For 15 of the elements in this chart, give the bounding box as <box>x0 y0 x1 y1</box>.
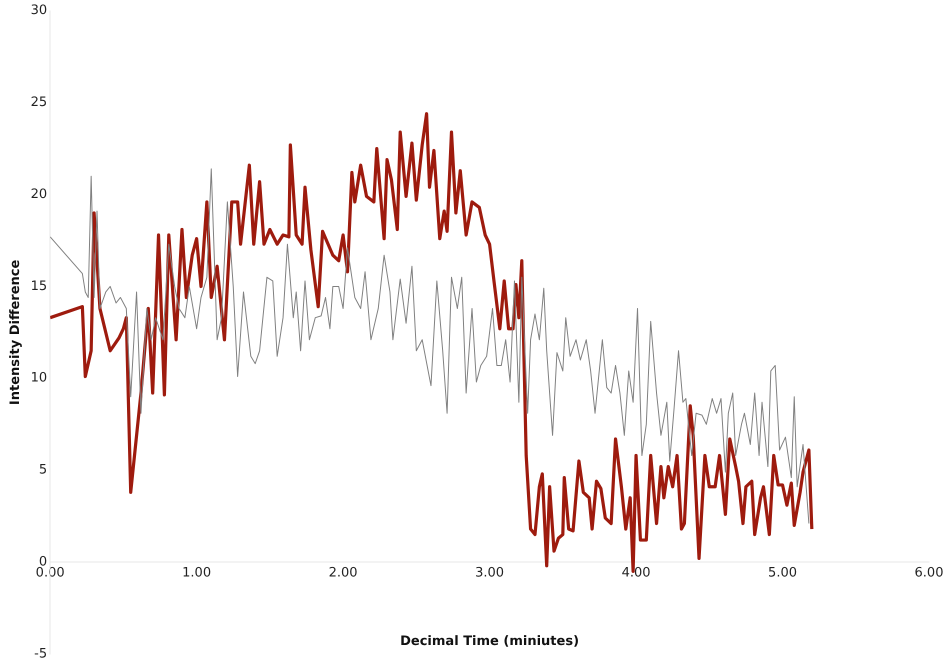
y-axis-title: Intensity Difference <box>8 260 24 406</box>
y-tick-label: 15 <box>30 278 48 294</box>
y-tick-label: 30 <box>30 3 48 18</box>
y-tick-label: -5 <box>34 646 48 662</box>
x-tick-label: 2.00 <box>328 565 358 580</box>
x-tick-label: 3.00 <box>475 565 504 580</box>
y-tick-label: 10 <box>30 370 48 386</box>
x-tick-label: 5.00 <box>768 565 797 580</box>
y-tick-label: 5 <box>38 462 48 478</box>
y-tick-label: 25 <box>30 95 48 110</box>
x-axis-title: Decimal Time (miniutes) <box>400 634 580 649</box>
x-tick-label: 1.00 <box>182 565 212 580</box>
x-tick-label: 4.00 <box>622 565 651 580</box>
x-tick-label: 6.00 <box>914 565 944 580</box>
y-tick-label: 20 <box>30 186 48 202</box>
